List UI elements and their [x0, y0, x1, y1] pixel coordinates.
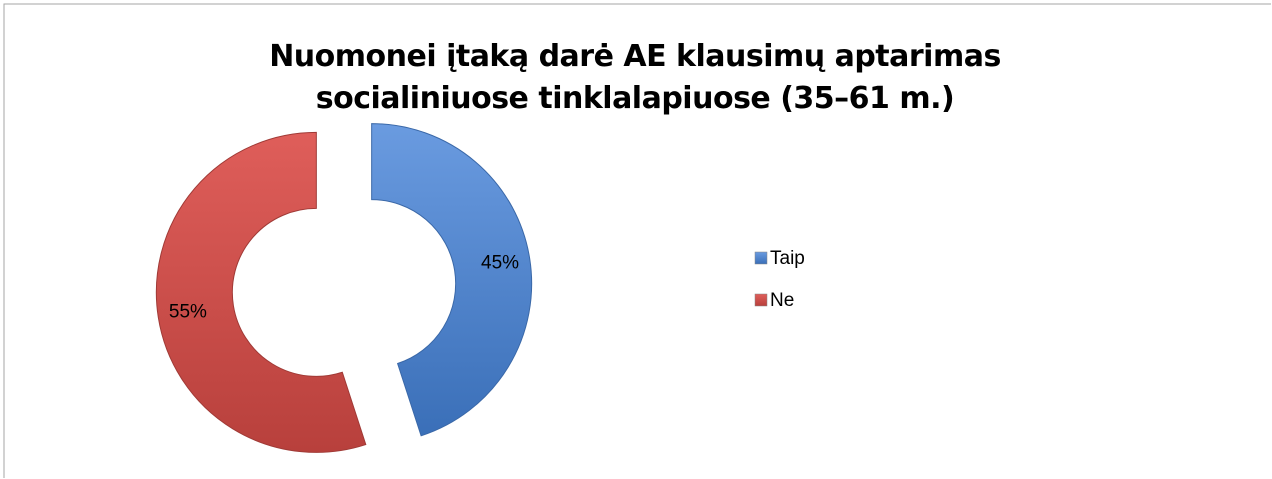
donut-slice [371, 123, 533, 437]
chart-border [3, 3, 1271, 478]
legend-label: Taip [770, 248, 805, 269]
legend-swatch [754, 251, 768, 265]
donut-slice [155, 131, 367, 453]
legend-swatch [754, 293, 768, 307]
legend-label: Ne [770, 290, 794, 311]
data-label: 55% [169, 302, 207, 323]
chart-title: Nuomonei įtaką darė AE klausimų aptarima… [269, 39, 1001, 116]
data-label: 45% [481, 252, 519, 273]
